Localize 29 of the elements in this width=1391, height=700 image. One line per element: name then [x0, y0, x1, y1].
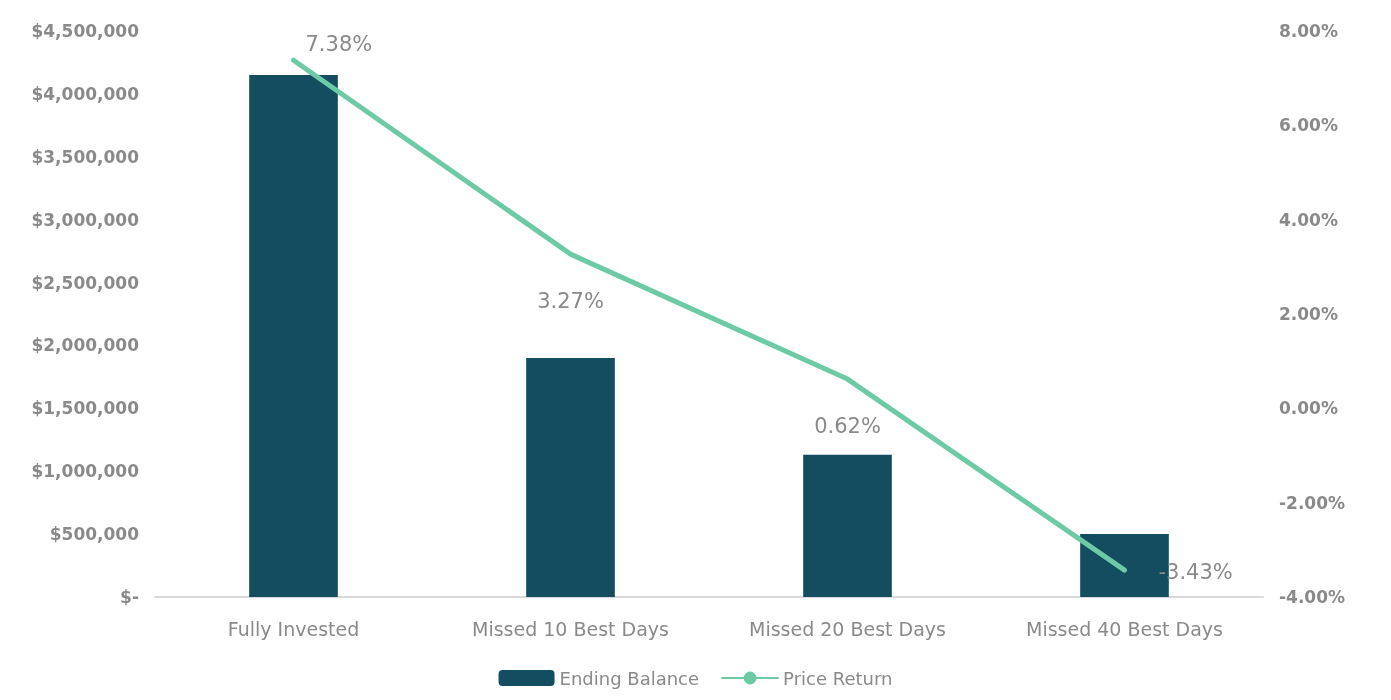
- x-tick-label: Missed 40 Best Days: [1025, 617, 1224, 640]
- bar: [803, 454, 892, 597]
- y2-tick-label: -2.00%: [1279, 492, 1346, 513]
- x-tick-label: Fully Invested: [227, 617, 360, 640]
- y2-tick-label: 6.00%: [1279, 115, 1338, 136]
- y2-tick-label: 8.00%: [1279, 21, 1338, 41]
- y-tick-label: $1,500,000: [31, 398, 140, 419]
- bar: [526, 358, 615, 597]
- y-tick-label: $500,000: [49, 524, 140, 545]
- y2-tick-label: -4.00%: [1279, 587, 1346, 607]
- y-tick-label: $3,500,000: [31, 146, 140, 167]
- y-tick-label: $4,500,000: [31, 21, 140, 41]
- y-tick-label: $3,000,000: [31, 209, 140, 230]
- data-label: 0.62%: [814, 413, 881, 438]
- data-label: 7.38%: [305, 32, 373, 57]
- y-tick-label: $-: [120, 587, 139, 607]
- y-tick-label: $1,000,000: [31, 461, 140, 482]
- legend-label: Ending Balance: [559, 667, 700, 689]
- y-tick-label: $2,500,000: [31, 272, 140, 293]
- y2-tick-label: 4.00%: [1279, 209, 1338, 230]
- x-tick-label: Missed 10 Best Days: [471, 617, 670, 640]
- x-tick-label: Missed 20 Best Days: [748, 617, 947, 640]
- y2-tick-label: 2.00%: [1279, 304, 1338, 324]
- y-tick-label: $4,000,000: [31, 83, 140, 104]
- data-label: 3.27%: [537, 288, 604, 313]
- bar: [249, 75, 338, 597]
- y-tick-label: $2,000,000: [31, 335, 140, 356]
- y2-tick-label: 0.00%: [1279, 398, 1338, 419]
- legend-label: Price Return: [783, 667, 893, 689]
